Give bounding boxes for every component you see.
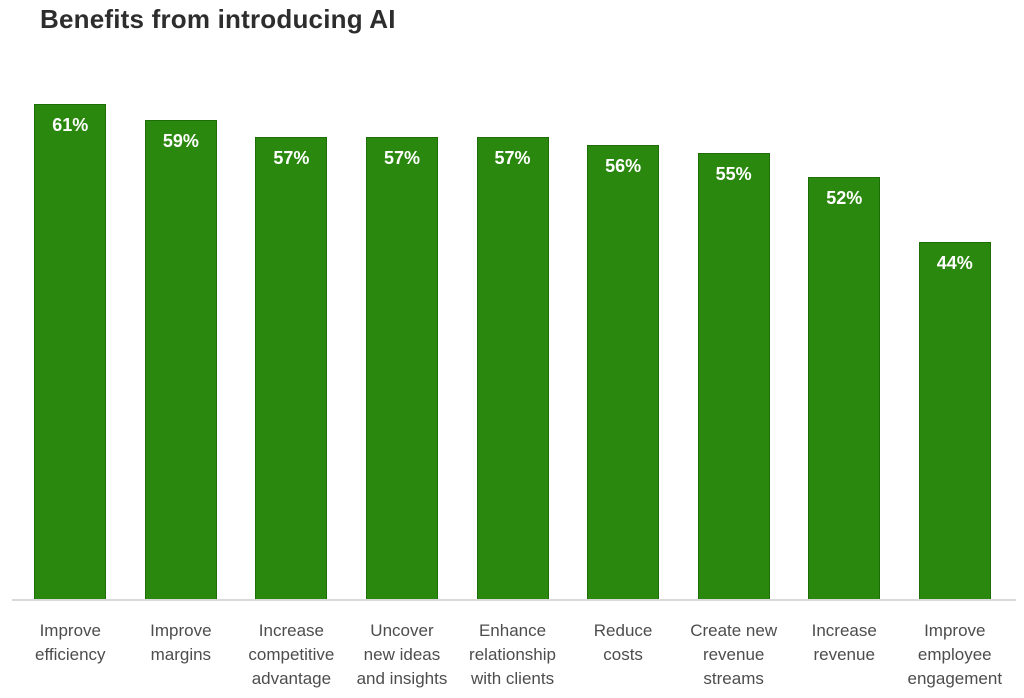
bar: 57%	[365, 137, 438, 600]
bar: 59%	[144, 120, 217, 600]
category-label-line: Increase	[258, 621, 324, 640]
category-label: Enhance relationship with clients	[469, 619, 556, 691]
bar-area: 52%	[808, 0, 881, 600]
category-label-line: Increase	[811, 621, 877, 640]
bar: 57%	[255, 137, 328, 600]
category-label-line: relationship	[469, 645, 556, 664]
category-label-line: margins	[150, 645, 212, 664]
category-label-line: revenue	[813, 645, 875, 664]
category-label-line: Improve	[924, 621, 986, 640]
chart-column: 57% Enhance relationship with clients	[457, 0, 568, 691]
chart-column: 56% Reduce costs	[568, 0, 679, 691]
bar-value-label: 59%	[162, 131, 199, 151]
category-label-line: competitive	[248, 645, 335, 664]
bar-value-label: 57%	[273, 148, 310, 168]
category-label-line: engagement	[907, 669, 1003, 688]
chart-column: 57% Increase competitive advantage	[236, 0, 347, 691]
bar-area: 57%	[476, 0, 549, 600]
bar-area: 61%	[34, 0, 107, 600]
category-label: Uncover new ideas and insights	[357, 619, 448, 691]
x-axis-line	[12, 599, 1016, 601]
category-label-line: advantage	[251, 669, 332, 688]
category-label-line: Create new	[690, 621, 778, 640]
category-label-line: with clients	[470, 669, 555, 688]
category-label-line: Reduce	[593, 621, 653, 640]
bar: 44%	[918, 242, 991, 600]
bar-area: 57%	[255, 0, 328, 600]
category-label-line: Improve	[150, 621, 212, 640]
chart-column: 57% Uncover new ideas and insights	[347, 0, 458, 691]
bar-area: 59%	[144, 0, 217, 600]
bar-area: 55%	[697, 0, 770, 600]
category-label-line: streams	[703, 669, 764, 688]
category-label-line: employee	[917, 645, 992, 664]
plot-area: 61% Improve efficiency 59% Improve margins 57%…	[15, 0, 1010, 691]
category-label: Create new revenue streams	[690, 619, 777, 691]
bar-area: 44%	[918, 0, 991, 600]
category-label: Improve employee engagement	[908, 619, 1003, 691]
bar-value-label: 57%	[383, 148, 420, 168]
category-label-line: Enhance	[478, 621, 547, 640]
bar-value-label: 44%	[936, 253, 973, 273]
bar-area: 56%	[587, 0, 660, 600]
category-label-line: new ideas	[363, 645, 441, 664]
bar: 61%	[34, 104, 107, 600]
bar: 55%	[697, 153, 770, 600]
category-label: Improve margins	[150, 619, 211, 667]
bar: 57%	[476, 137, 549, 600]
category-label-line: Improve	[39, 621, 101, 640]
bar: 52%	[808, 177, 881, 600]
bar-value-label: 61%	[52, 115, 89, 135]
chart-column: 55% Create new revenue streams	[678, 0, 789, 691]
bar: 56%	[587, 145, 660, 600]
category-label: Reduce costs	[594, 619, 653, 667]
chart-column: 44% Improve employee engagement	[900, 0, 1011, 691]
chart-column: 52% Increase revenue	[789, 0, 900, 691]
bar-area: 57%	[365, 0, 438, 600]
bar-value-label: 57%	[494, 148, 531, 168]
category-label-line: Uncover	[370, 621, 434, 640]
bar-value-label: 52%	[826, 188, 863, 208]
category-label-line: revenue	[702, 645, 765, 664]
category-label-line: efficiency	[35, 645, 106, 664]
category-label-line: costs	[603, 645, 643, 664]
category-label: Improve efficiency	[35, 619, 106, 667]
category-label-line: and insights	[356, 669, 448, 688]
chart-column: 61% Improve efficiency	[15, 0, 126, 691]
category-label: Increase competitive advantage	[248, 619, 334, 691]
bar-value-label: 55%	[715, 164, 752, 184]
category-label: Increase revenue	[812, 619, 877, 667]
chart-column: 59% Improve margins	[126, 0, 237, 691]
chart-title: Benefits from introducing AI	[40, 4, 396, 34]
bar-value-label: 56%	[605, 156, 642, 176]
